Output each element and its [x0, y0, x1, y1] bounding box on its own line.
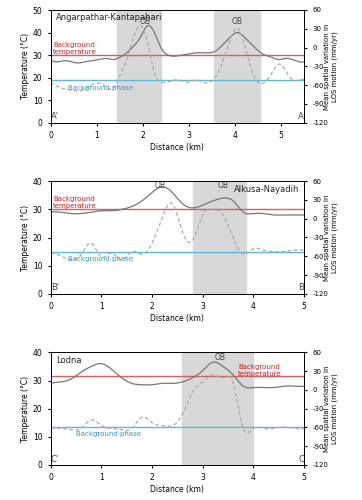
Text: Background phase: Background phase — [68, 256, 134, 262]
Text: Alkusa-Nayadih: Alkusa-Nayadih — [233, 184, 299, 194]
Y-axis label: Mean spatial variation in
LOS motion (mm/yr): Mean spatial variation in LOS motion (mm… — [324, 366, 338, 452]
Y-axis label: Temperature (°C): Temperature (°C) — [21, 33, 30, 100]
Bar — [193, 181, 246, 294]
Bar — [214, 10, 260, 122]
Text: B': B' — [51, 284, 59, 292]
Text: B: B — [298, 284, 304, 292]
Text: Lodna: Lodna — [56, 356, 81, 365]
Text: Background
temperature: Background temperature — [53, 196, 97, 209]
Y-axis label: Temperature (°C): Temperature (°C) — [21, 376, 30, 442]
X-axis label: Distance (km): Distance (km) — [151, 485, 204, 494]
Text: A: A — [298, 112, 304, 122]
Y-axis label: Temperature (°C): Temperature (°C) — [21, 204, 30, 270]
X-axis label: Distance (km): Distance (km) — [151, 142, 204, 152]
Bar — [118, 10, 161, 122]
Text: Background phase: Background phase — [76, 431, 141, 437]
Text: C: C — [298, 454, 304, 464]
Text: Background phase: Background phase — [68, 84, 133, 90]
X-axis label: Distance (km): Distance (km) — [151, 314, 204, 323]
Text: OB: OB — [140, 17, 151, 26]
Text: OB: OB — [215, 353, 226, 362]
Text: Background
temperature: Background temperature — [53, 42, 97, 55]
Bar — [182, 352, 253, 465]
Text: OB: OB — [218, 180, 228, 190]
Text: Angarpathar-Kantapahari: Angarpathar-Kantapahari — [56, 14, 162, 22]
Text: C': C' — [51, 454, 59, 464]
Text: OB: OB — [154, 180, 165, 190]
Y-axis label: Mean spatial variation in
LOS motion (mm/yr): Mean spatial variation in LOS motion (mm… — [324, 194, 338, 281]
Text: OB: OB — [232, 17, 243, 26]
Text: A': A' — [51, 112, 59, 122]
Y-axis label: Mean spatial variation in
LOS motion (mm/yr): Mean spatial variation in LOS motion (mm… — [324, 23, 338, 110]
Text: Background
temperature: Background temperature — [238, 364, 282, 377]
